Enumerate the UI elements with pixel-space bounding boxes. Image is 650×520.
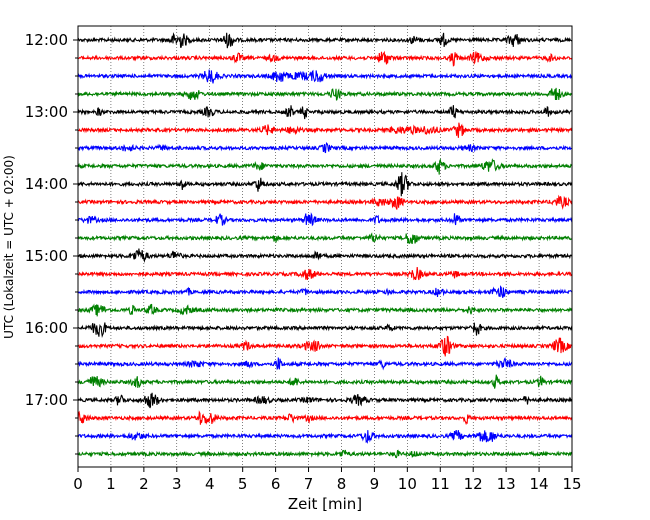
- trace-1200: [77, 32, 573, 49]
- trace-1230: [77, 69, 573, 84]
- trace-1330: [77, 142, 573, 154]
- x-axis-label: Zeit [min]: [288, 495, 362, 513]
- x-tick-label: 1: [106, 475, 116, 493]
- trace-1545: [77, 303, 573, 317]
- trace-series-group: [77, 32, 573, 459]
- y-axis-ticks: 12:00 13:00 14:00 15:00 16:00 17:00: [25, 31, 78, 455]
- x-tick-label: 14: [530, 475, 549, 493]
- y-tick-label: 17:00: [25, 391, 68, 409]
- trace-1645: [77, 374, 573, 389]
- trace-1500: [77, 248, 573, 264]
- trace-1300: [77, 105, 573, 120]
- plot-frame: [77, 25, 573, 468]
- y-tick-label: 16:00: [25, 319, 68, 337]
- y-tick-label: 15:00: [25, 247, 68, 265]
- y-tick-label: 14:00: [25, 175, 68, 193]
- trace-1730: [77, 429, 573, 444]
- x-tick-label: 12: [464, 475, 483, 493]
- x-tick-label: 13: [497, 475, 516, 493]
- trace-1630: [77, 357, 573, 371]
- y-tick-label: 12:00: [25, 31, 68, 49]
- trace-1215: [77, 50, 573, 67]
- trace-1600: [77, 322, 573, 338]
- x-axis-ticks: 0 1 2 3 4 5 6 7 8 9 10 11 12 13 14 15: [73, 467, 582, 493]
- trace-1530: [77, 285, 573, 299]
- trace-1430: [77, 212, 573, 227]
- trace-1415: [77, 194, 573, 210]
- x-tick-label: 0: [73, 475, 83, 493]
- trace-1615: [77, 335, 573, 357]
- trace-1400: [77, 172, 573, 197]
- x-tick-label: 11: [431, 475, 450, 493]
- trace-1715: [77, 410, 573, 426]
- trace-1445: [77, 232, 573, 244]
- trace-1515: [77, 267, 573, 281]
- trace-1745: [77, 449, 573, 459]
- x-tick-label: 10: [398, 475, 417, 493]
- x-tick-label: 2: [139, 475, 149, 493]
- trace-1700: [78, 392, 573, 409]
- trace-1245: [77, 87, 573, 101]
- x-tick-label: 9: [370, 475, 380, 493]
- y-axis-label: UTC (Lokalzeit = UTC + 02:00): [2, 155, 16, 339]
- y-tick-label: 13:00: [25, 103, 68, 121]
- x-tick-label: 7: [304, 475, 314, 493]
- x-tick-label: 8: [337, 475, 347, 493]
- trace-1315: [78, 122, 573, 138]
- x-tick-label: 3: [172, 475, 182, 493]
- x-tick-label: 5: [238, 475, 248, 493]
- x-tick-label: 6: [271, 475, 281, 493]
- x-tick-label: 15: [562, 475, 581, 493]
- x-tick-label: 4: [205, 475, 215, 493]
- trace-1345: [77, 157, 573, 175]
